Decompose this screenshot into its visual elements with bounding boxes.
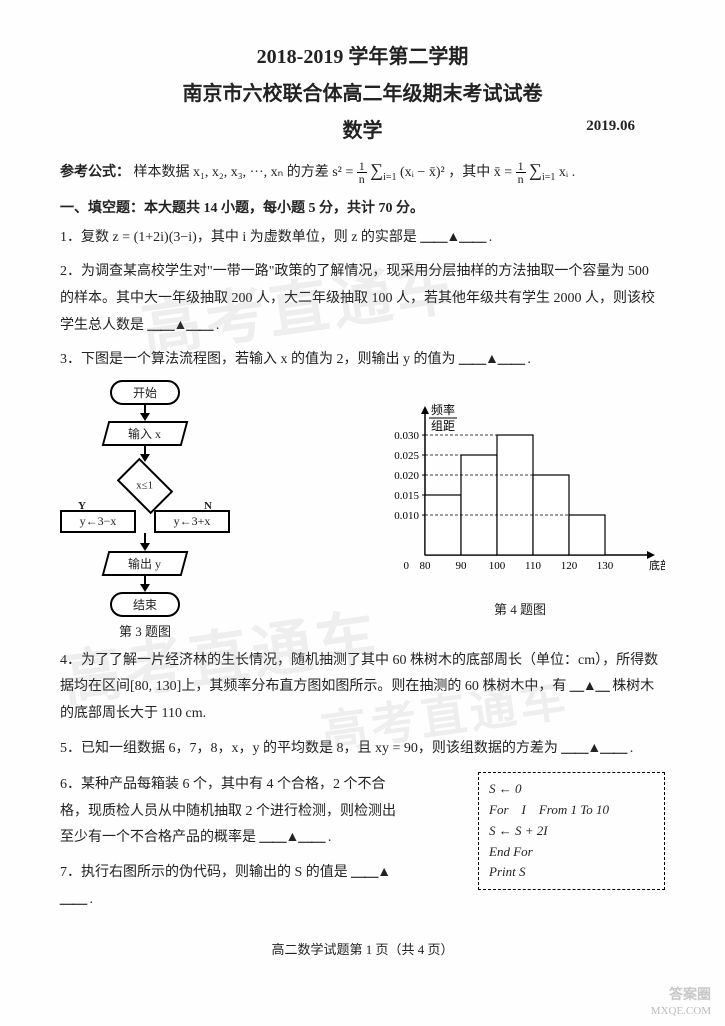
svg-text:130: 130	[597, 560, 614, 572]
q2-blank: ＿＿▲＿＿	[148, 318, 213, 333]
sum-1: ∑	[370, 160, 383, 180]
title-year: 2018-2019 学年第二学期	[60, 40, 665, 69]
svg-text:0.020: 0.020	[394, 470, 419, 482]
q5-tail: .	[630, 741, 634, 756]
watermark-corner: 答案圈 MXQE.COM	[651, 988, 711, 1018]
svg-text:0: 0	[404, 560, 410, 572]
question-5: 5．已知一组数据 6，7，8，x，y 的平均数是 8，且 xy = 90，则该组…	[60, 736, 665, 763]
histogram: 0.010 0.015 0.020 0.025 0.030 80 90 100 110 120 13…	[375, 400, 665, 618]
svg-text:0.025: 0.025	[394, 450, 419, 462]
fc-no: N	[204, 500, 212, 512]
q6-text: 6．某种产品每箱装 6 个，其中有 4 个合格，2 个不合格，现质检人员从中随机…	[60, 777, 396, 845]
fc-input-text: 输入 x	[128, 425, 161, 442]
fc-cond-text: x≤1	[136, 480, 153, 492]
subject-label: 数学	[343, 120, 383, 142]
exam-page: 高考直通车 高考直通车 高考直通车 2018-2019 学年第二学期 南京市六校…	[0, 0, 725, 1026]
fc-yes: Y	[78, 500, 86, 512]
frac-1: 1n	[357, 160, 367, 185]
pseudo-l3: S ← S + 2I	[489, 821, 654, 842]
sum1-lower: i=1	[383, 172, 396, 183]
question-3: 3．下图是一个算法流程图，若输入 x 的值为 2，则输出 y 的值为 ＿＿▲＿＿…	[60, 347, 665, 374]
fc-input: 输入 x	[102, 421, 189, 446]
pseudo-l5: Print S	[489, 862, 654, 883]
pseudo-l2: For I From 1 To 10	[489, 800, 654, 821]
frac-2: 1n	[516, 160, 526, 185]
flowchart-caption: 第 3 题图	[60, 621, 230, 640]
page-footer: 高二数学试题第 1 页（共 4 页）	[60, 939, 665, 958]
svg-text:80: 80	[420, 560, 432, 572]
pseudocode-box: S ← 0 For I From 1 To 10 S ← S + 2I End …	[478, 772, 665, 890]
histogram-svg: 0.010 0.015 0.020 0.025 0.030 80 90 100 110 120 13…	[375, 400, 665, 590]
fc-branch-right: y←3+x	[154, 510, 230, 533]
pseudo-l1: S ← 0	[489, 779, 654, 800]
fc-start: 开始	[110, 380, 180, 405]
svg-text:100: 100	[489, 560, 506, 572]
reference-formula: 参考公式： 样本数据 x₁, x₂, x₃, ···, xₙ 的方差 s² = …	[60, 154, 665, 187]
fc-output: 输出 y	[102, 551, 189, 576]
formula-mid: ，其中 x̄ =	[448, 165, 515, 180]
svg-text:0.030: 0.030	[394, 430, 419, 442]
svg-text:底部周长/cm: 底部周长/cm	[649, 558, 665, 572]
q6-q7-row: 6．某种产品每箱装 6 个，其中有 4 个合格，2 个不合格，现质检人员从中随机…	[60, 772, 665, 913]
q1-text: 1．复数 z = (1+2i)(3−i)，其中 i 为虚数单位，则 z 的实部是	[60, 230, 417, 245]
question-2: 2．为调查某高校学生对"一带一路"政策的了解情况，现采用分层抽样的方法抽取一个容…	[60, 259, 665, 339]
section-1-title: 一、填空题：本大题共 14 小题，每小题 5 分，共计 70 分。	[60, 197, 665, 217]
pseudo-l4: End For	[489, 842, 654, 863]
frac2-den: n	[516, 173, 526, 185]
q4-text: 4．为了了解一片经济林的生长情况，随机抽测了其中 60 株树木的底部周长（单位：…	[60, 653, 658, 695]
q3-tail: .	[527, 352, 531, 367]
svg-text:120: 120	[561, 560, 578, 572]
question-4: 4．为了了解一片经济林的生长情况，随机抽测了其中 60 株树木的底部周长（单位：…	[60, 648, 665, 728]
question-1: 1．复数 z = (1+2i)(3−i)，其中 i 为虚数单位，则 z 的实部是…	[60, 225, 665, 252]
sum2-lower: i=1	[542, 172, 555, 183]
fc-output-text: 输出 y	[128, 555, 161, 572]
svg-text:90: 90	[456, 560, 468, 572]
title-school: 南京市六校联合体高二年级期末考试试卷	[60, 77, 665, 106]
formula-body-a: 样本数据 x₁, x₂, x₃, ···, xₙ 的方差 s² =	[134, 165, 357, 180]
svg-text:频率: 频率	[431, 402, 455, 417]
sum-2: ∑	[529, 160, 542, 180]
q3-text: 3．下图是一个算法流程图，若输入 x 的值为 2，则输出 y 的值为	[60, 352, 456, 367]
q6-tail: .	[328, 830, 332, 845]
wm-corner-2: MXQE.COM	[651, 1005, 711, 1018]
histogram-caption: 第 4 题图	[375, 599, 665, 618]
frac1-den: n	[357, 173, 367, 185]
svg-text:0.015: 0.015	[394, 490, 419, 502]
svg-text:0.010: 0.010	[394, 510, 419, 522]
formula-body2: xᵢ .	[559, 165, 575, 180]
q5-blank: ＿＿▲＿＿	[561, 741, 626, 756]
q1-blank: ＿＿▲＿＿	[420, 230, 485, 245]
wm-corner-1: 答案圈	[651, 988, 711, 1005]
fc-condition: x≤1	[117, 457, 174, 514]
q4-blank: ＿▲＿	[570, 679, 609, 694]
q7-text: 7．执行右图所示的伪代码，则输出的 S 的值是	[60, 865, 348, 880]
exam-date: 2019.06	[586, 118, 635, 135]
fc-end: 结束	[110, 592, 180, 617]
svg-text:组距: 组距	[431, 419, 455, 433]
q3-blank: ＿＿▲＿＿	[459, 352, 524, 367]
formula-body1: (xᵢ − x̄)²	[400, 165, 445, 180]
q6-q7-left: 6．某种产品每箱装 6 个，其中有 4 个合格，2 个不合格，现质检人员从中随机…	[60, 772, 400, 913]
q5-text: 5．已知一组数据 6，7，8，x，y 的平均数是 8，且 xy = 90，则该组…	[60, 741, 558, 756]
question-6: 6．某种产品每箱装 6 个，其中有 4 个合格，2 个不合格，现质检人员从中随机…	[60, 772, 400, 852]
flowchart: 开始 输入 x x≤1 Y N y←3−x y←3+x 输出 y 结束 第 3 …	[60, 380, 230, 640]
fc-branch-left: y←3−x	[60, 510, 136, 533]
subject-row: 数学 2019.06	[60, 114, 665, 140]
q6-blank: ＿＿▲＿＿	[260, 830, 325, 845]
q1-tail: .	[489, 230, 493, 245]
question-7: 7．执行右图所示的伪代码，则输出的 S 的值是 ＿＿▲＿＿ .	[60, 860, 400, 913]
q7-tail: .	[90, 892, 94, 907]
svg-text:110: 110	[525, 560, 542, 572]
q2-tail: .	[216, 318, 220, 333]
formula-prefix: 参考公式：	[60, 165, 130, 180]
figures-row: 开始 输入 x x≤1 Y N y←3−x y←3+x 输出 y 结束 第 3 …	[60, 380, 665, 640]
